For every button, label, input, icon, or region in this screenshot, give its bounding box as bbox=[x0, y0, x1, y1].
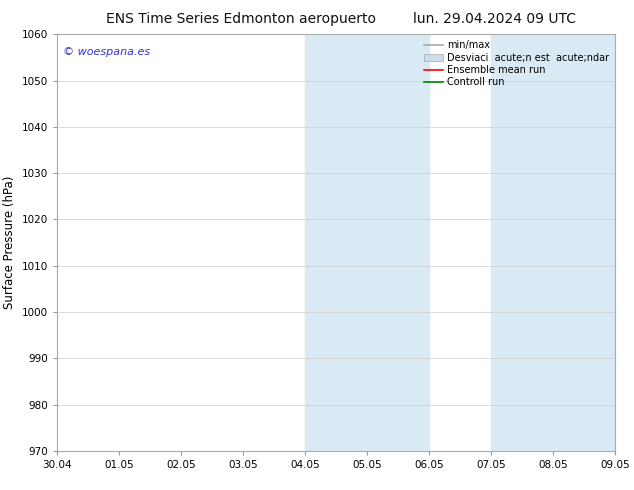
Text: ENS Time Series Edmonton aeropuerto: ENS Time Series Edmonton aeropuerto bbox=[106, 12, 376, 26]
Y-axis label: Surface Pressure (hPa): Surface Pressure (hPa) bbox=[3, 176, 16, 309]
Bar bbox=[367, 34, 429, 451]
Bar bbox=[553, 34, 615, 451]
Text: lun. 29.04.2024 09 UTC: lun. 29.04.2024 09 UTC bbox=[413, 12, 576, 26]
Bar bbox=[305, 34, 367, 451]
Legend: min/max, Desviaci  acute;n est  acute;ndar, Ensemble mean run, Controll run: min/max, Desviaci acute;n est acute;ndar… bbox=[421, 37, 612, 90]
Bar bbox=[491, 34, 553, 451]
Text: © woespana.es: © woespana.es bbox=[63, 47, 150, 57]
